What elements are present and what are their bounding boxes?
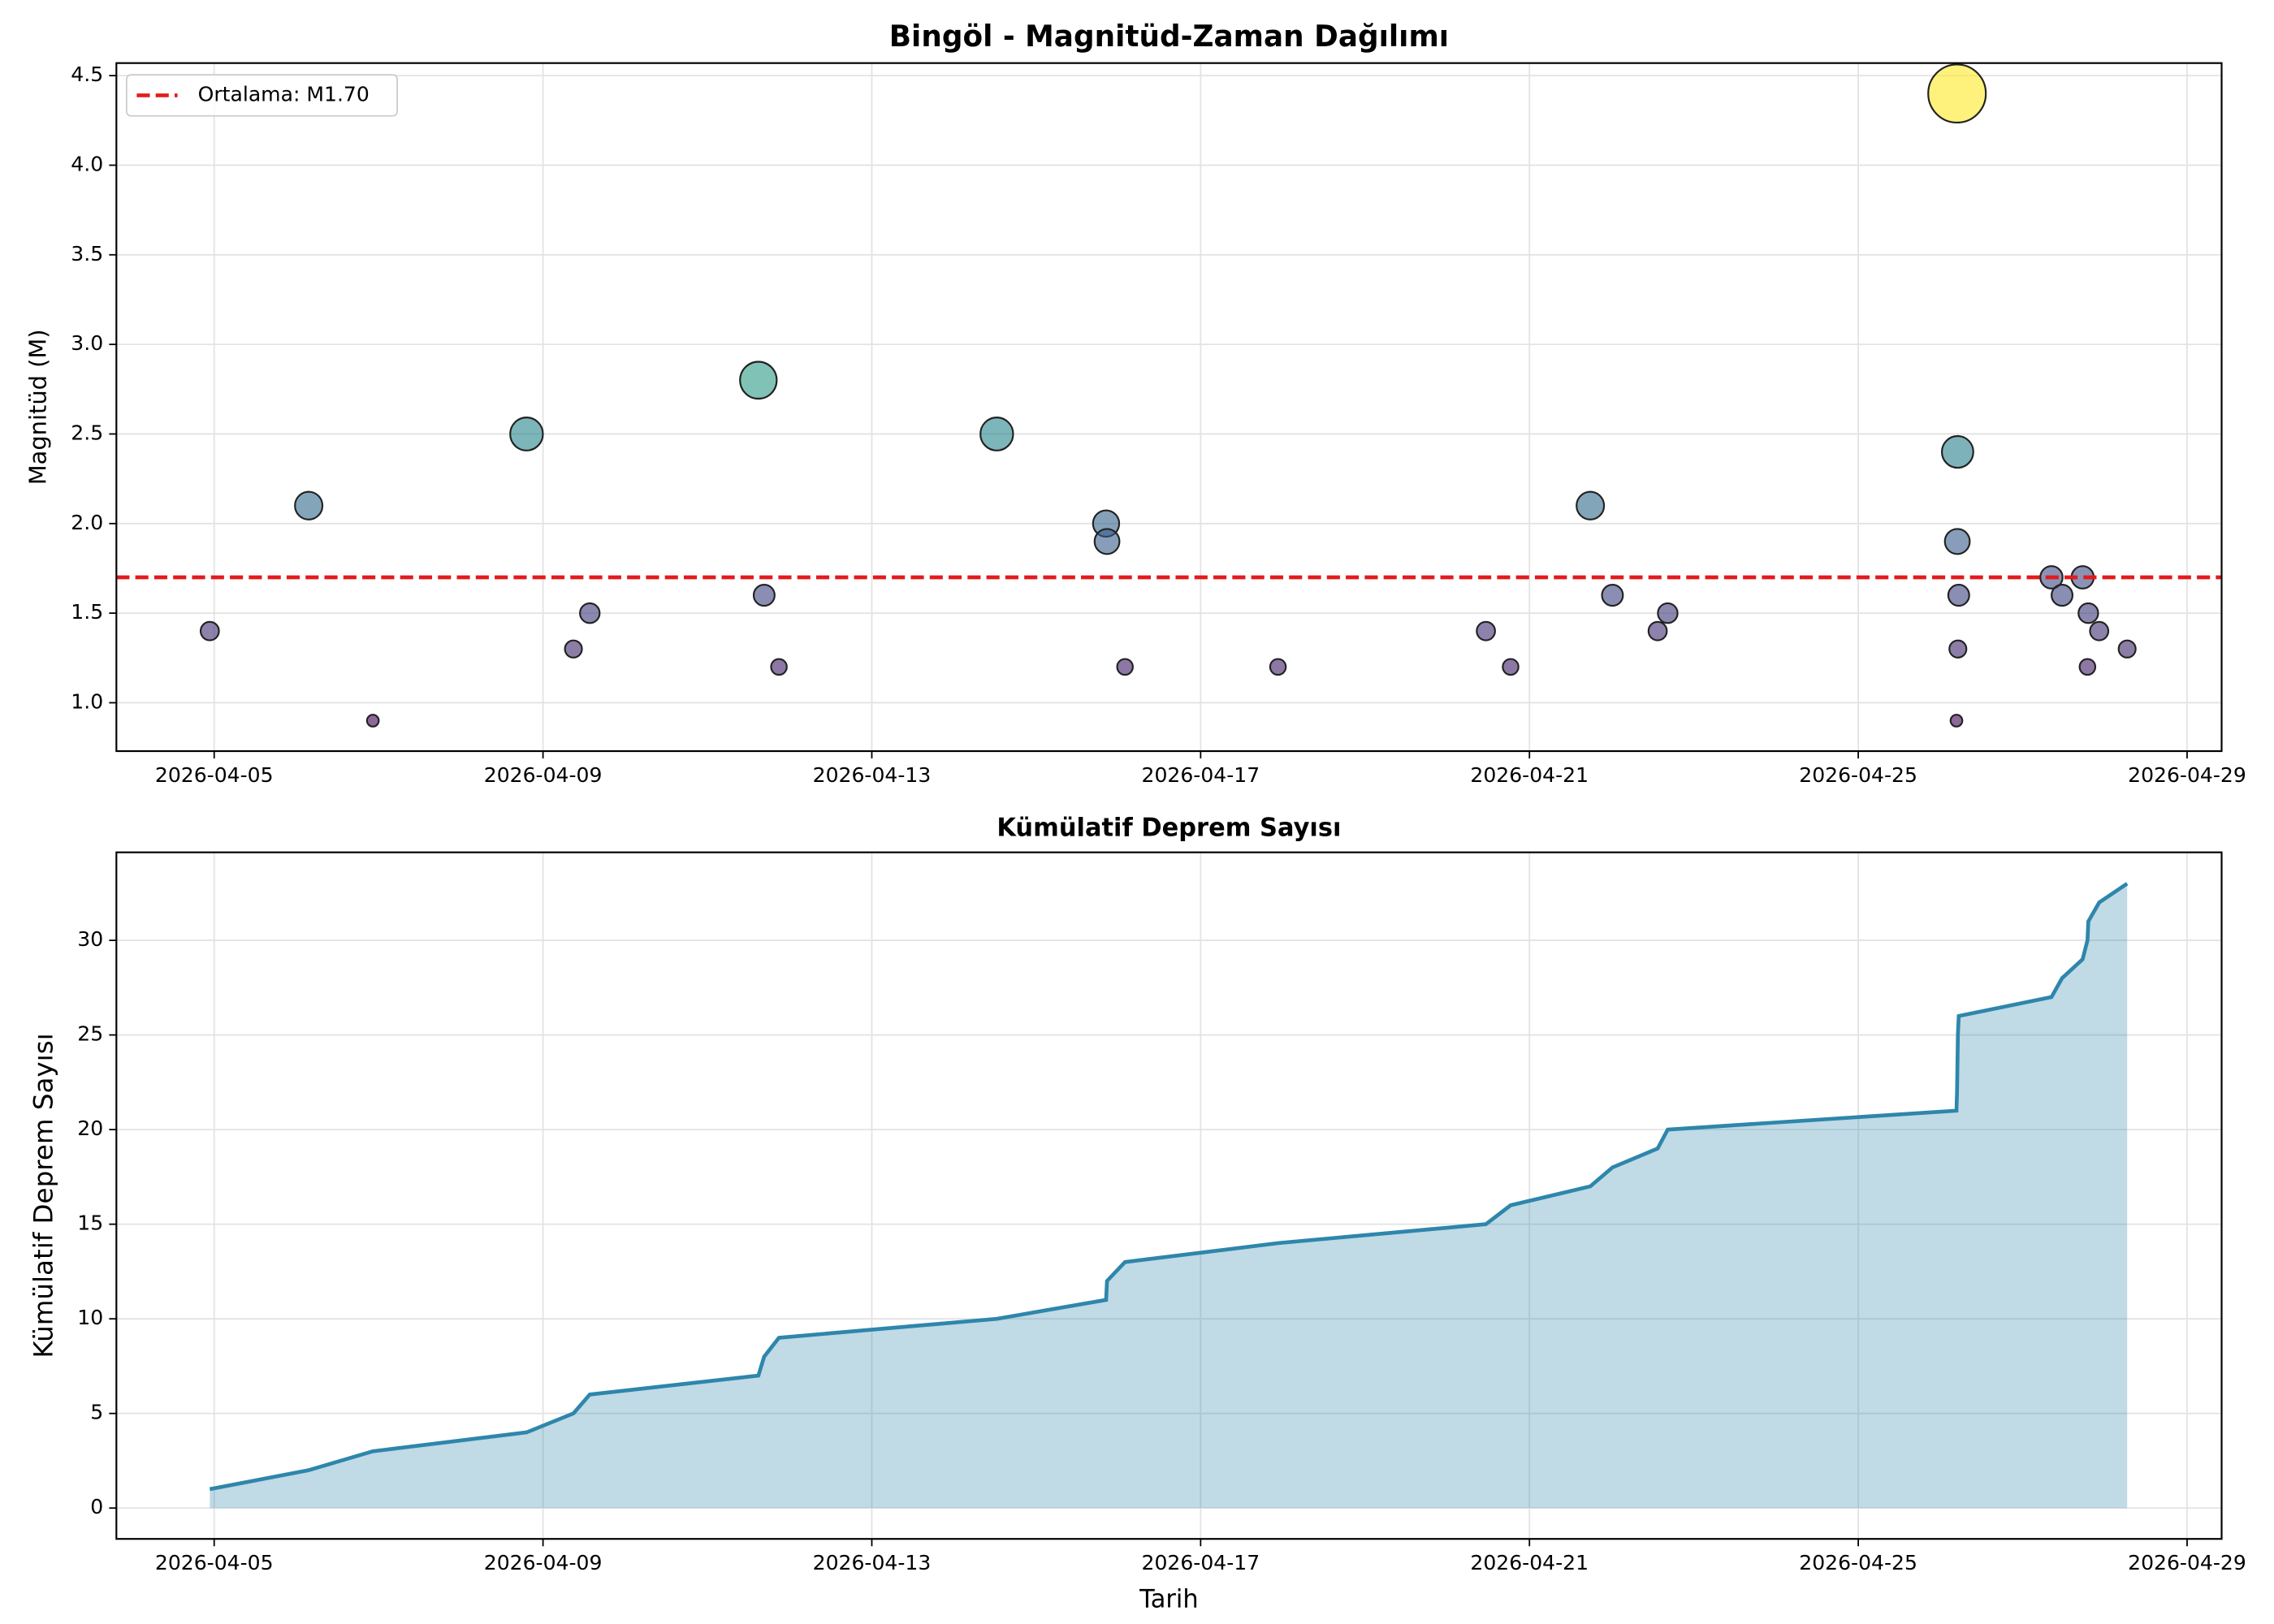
y-tick-label: 15 [77,1212,103,1235]
y-tick-label: 1.5 [71,600,103,624]
data-point [979,417,1014,451]
y-tick-label: 5 [90,1401,103,1424]
y-tick-label: 30 [77,927,103,951]
x-tick-label: 2026-04-21 [1470,763,1589,787]
y-tick-label: 3.5 [71,242,103,266]
data-point [2077,602,2099,624]
area-fill [210,883,2128,1509]
y-tick-label: 1.0 [71,689,103,713]
data-point [1943,528,1971,555]
x-tick-label: 2026-04-21 [1470,1551,1589,1574]
plot-frame [115,851,2223,1540]
data-point [1940,434,1974,469]
y-tick-label: 3.0 [71,331,103,355]
x-tick-label: 2026-04-17 [1142,763,1260,787]
y-axis-label: Kümülatif Deprem Sayısı [28,1033,59,1358]
x-tick-label: 2026-04-25 [1799,763,1917,787]
y-tick-label: 10 [77,1306,103,1329]
chart-title: Bingöl - Magnitüd-Zaman Dağılımı [889,20,1449,54]
data-point [2051,583,2074,607]
data-point [199,620,220,641]
data-point [2078,658,2097,676]
data-point [1269,658,1287,676]
data-point [752,583,776,607]
chart-title: Kümülatif Deprem Sayısı [996,814,1341,842]
data-point [2089,620,2110,641]
data-point [1576,490,1606,520]
data-point [739,361,778,400]
x-tick-label: 2026-04-29 [2128,1551,2246,1574]
x-tick-label: 2026-04-05 [155,1551,274,1574]
x-tick-label: 2026-04-13 [813,763,932,787]
data-point [1947,583,1970,607]
x-tick-label: 2026-04-25 [1799,1551,1917,1574]
data-point [1476,620,1496,641]
data-point [1657,602,1679,624]
data-point [365,714,380,728]
data-point [1502,658,1520,676]
data-point [579,602,601,624]
data-point [1601,583,1624,607]
x-tick-label: 2026-04-17 [1142,1551,1260,1574]
line [209,882,2129,1492]
x-axis-label: Tarih [1139,1586,1198,1614]
data-point [1949,714,1964,728]
x-tick-label: 2026-04-05 [155,763,274,787]
x-tick-label: 2026-04-13 [813,1551,932,1574]
data-point [1647,620,1668,641]
data-point [509,417,544,451]
y-tick-label: 20 [77,1116,103,1140]
x-tick-label: 2026-04-09 [484,1551,603,1574]
plot-frame [115,62,2223,753]
data-point [564,639,583,659]
data-point [1948,639,1968,659]
y-tick-label: 2.0 [71,511,103,534]
data-point [294,490,324,520]
data-point [2117,639,2137,659]
y-axis-label: Magnitüd (M) [24,329,51,485]
y-tick-label: 4.5 [71,63,103,86]
legend-box [125,74,398,117]
data-point [770,658,788,676]
data-point [1116,658,1134,676]
y-tick-label: 2.5 [71,421,103,444]
data-point [1927,63,1987,124]
x-tick-label: 2026-04-09 [484,763,603,787]
y-tick-label: 0 [90,1495,103,1518]
y-tick-label: 4.0 [71,152,103,175]
legend-label: Ortalama: M1.70 [198,82,370,106]
x-tick-label: 2026-04-29 [2128,763,2246,787]
y-tick-label: 25 [77,1022,103,1046]
data-point [1093,528,1121,555]
